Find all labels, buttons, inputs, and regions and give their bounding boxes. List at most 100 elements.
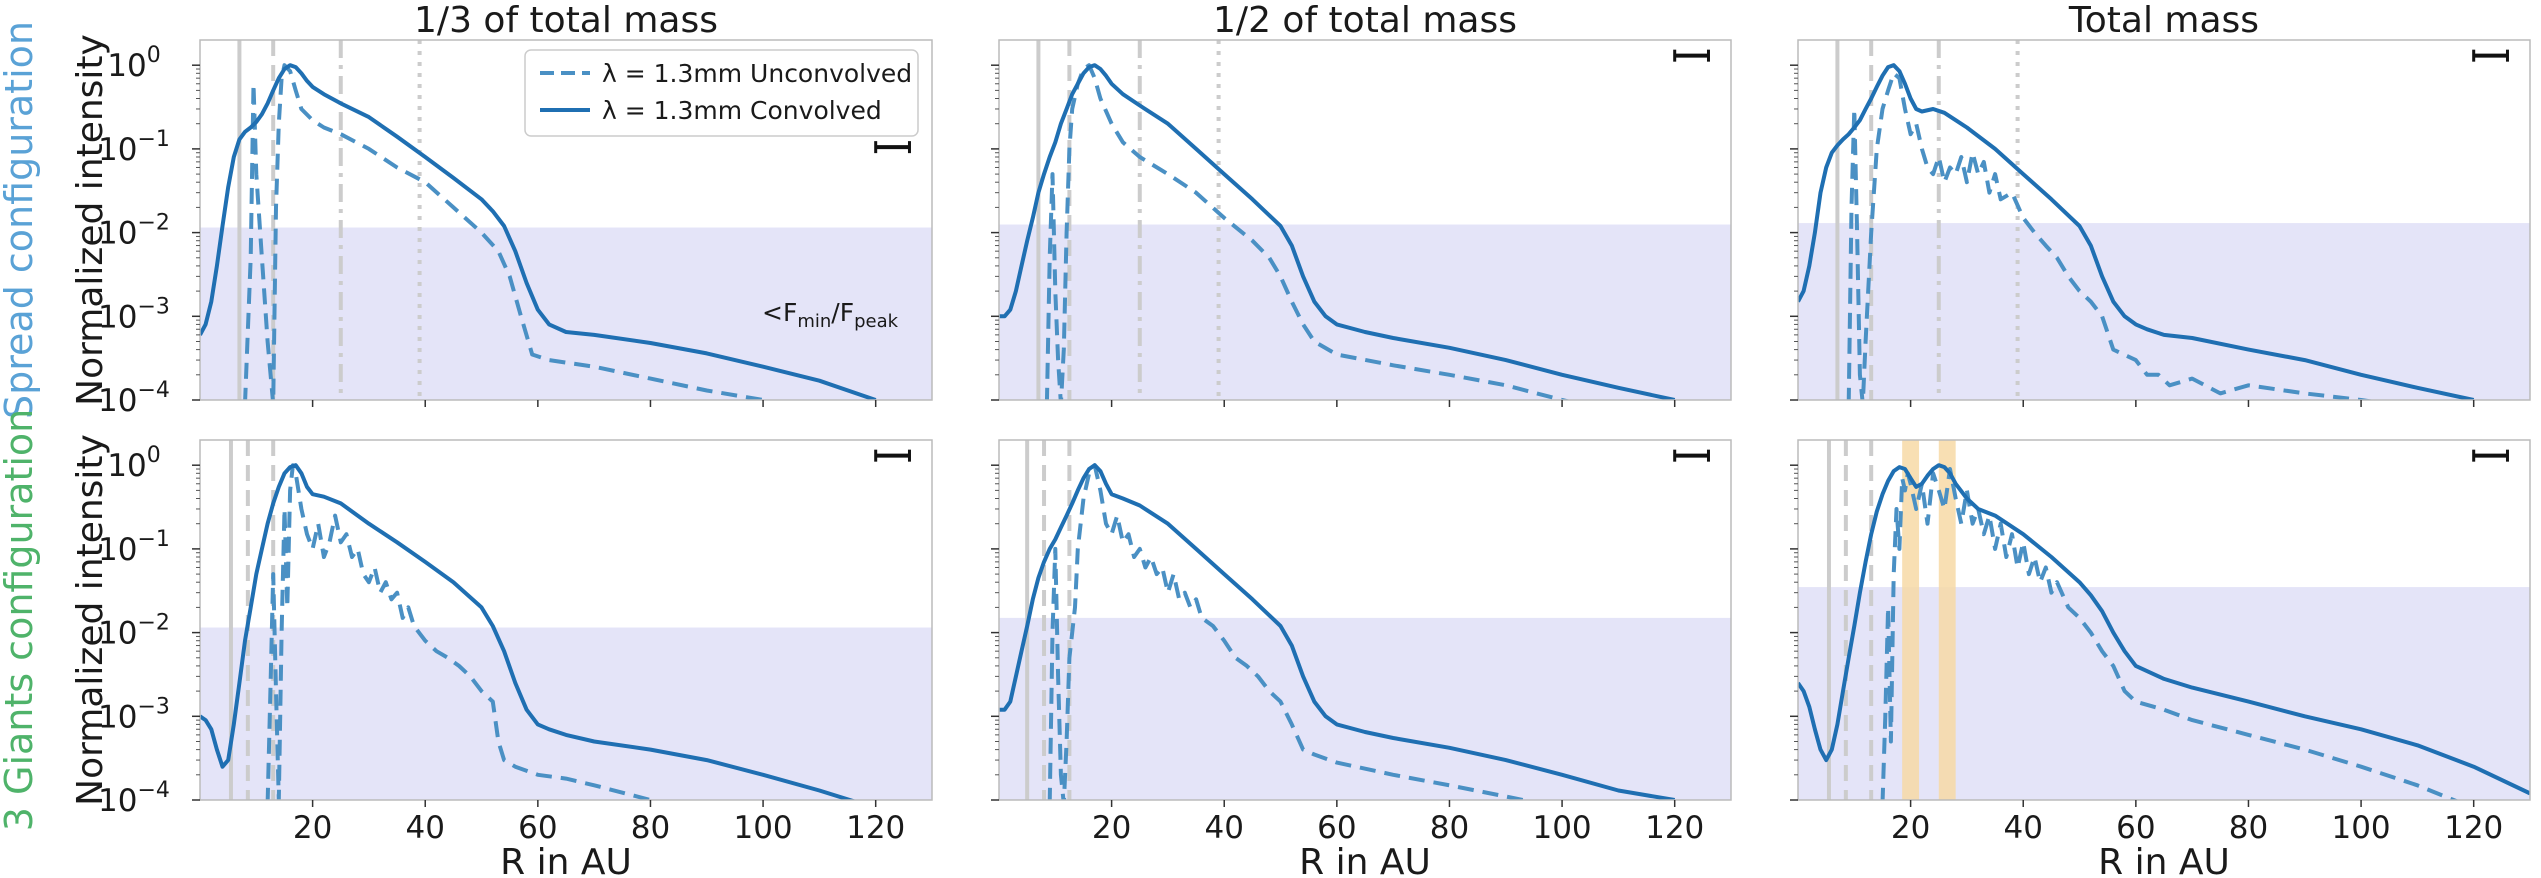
y-axis-label-top: Normalized intensity [70,34,111,406]
panel-2-1-ytick-label--2: 10−2 [98,611,170,652]
panel-1-1-series-convolved [200,63,877,400]
panel-2-1-ytick-label-exp--2: −2 [138,611,170,636]
legend-box [524,49,919,137]
panel-1-1-ytick-label-exp-0: 0 [147,43,161,68]
legend-label-unconvolved: λ = 1.3mm Unconvolved [602,59,912,88]
panel-2-1-ytick-label-base--1: 10 [98,532,137,568]
panel-2-3-gap-band-1 [1902,440,1920,800]
panel-2-2-series-convolved [999,463,1676,800]
panel-1-1-ytick-label-exp--1: −1 [138,127,170,152]
panel-1-1-ytick-label-base--1: 10 [98,132,137,168]
annotation-sub-peak: peak [854,311,899,332]
panel-2-1-xtick-label-80: 80 [631,810,670,846]
panel-2-2-plot-area [999,440,1731,800]
panel-2-1-ytick-label-base--2: 10 [98,616,137,652]
panel-2-3-xtick-label-60: 60 [2116,810,2155,846]
panel-2-1-xtick-label-60: 60 [518,810,557,846]
panel-1-1-frame [199,39,933,401]
panel-2-2-series-unconvolved [1047,463,1533,800]
panel-2-3-gap-band-2 [1938,440,1956,800]
x-axis-label-3: R in AU [2098,842,2230,878]
panel-2-1-ytick-label-base--4: 10 [98,783,137,819]
panel-1-1-plot-area [200,40,932,400]
panel-1-1-ytick-label-exp--2: −2 [138,211,170,236]
column-title-1: 1/3 of total mass [414,0,718,41]
panel-1-3-plot-area [1798,40,2530,400]
panel-1-3-series-convolved [1798,63,2475,400]
panel-1-1-sensitivity-band [200,227,932,400]
panel-2-1-series-unconvolved [265,463,660,800]
panel-1-3-frame [1797,39,2531,401]
panel-2-1-ytick-label-base--3: 10 [98,699,137,735]
panel-1-1-ytick-label-base--2: 10 [98,216,137,252]
panel-2-1-xtick-label-20: 20 [293,810,332,846]
panel-1-2-plot-area [999,40,1731,400]
panel-2-1-ytick-label--3: 10−3 [98,694,170,735]
panel-2-3-xtick-label-120: 120 [2444,810,2503,846]
panel-1-2-sensitivity-band [999,224,1731,400]
panel-1-1-ytick-label--1: 10−1 [98,127,170,168]
panel-2-1-xtick-label-100: 100 [733,810,792,846]
panel-2-3-series-convolved [1798,463,2530,796]
panel-2-3-series-unconvolved [1880,467,2460,800]
panel-2-1-ytick-label--4: 10−4 [98,778,170,819]
row-label-spread: Spread configuration [0,21,41,419]
panel-1-1-ytick-label--4: 10−4 [98,378,170,419]
panel-2-1-ytick-label-base-0: 10 [107,448,146,484]
panel-2-1-ytick-label-exp--3: −3 [138,694,170,719]
panel-2-2-xtick-label-60: 60 [1317,810,1356,846]
panel-2-2-xtick-label-20: 20 [1092,810,1131,846]
panel-1-1-ytick-label-base--4: 10 [98,383,137,419]
panel-2-3-xtick-label-80: 80 [2229,810,2268,846]
panel-2-2-frame [998,439,1732,801]
panel-1-2-series-convolved [999,63,1676,400]
panel-2-1-ytick-label-exp--1: −1 [138,527,170,552]
annotation-mid: /F [831,298,854,327]
panel-1-1-ytick-label-base-0: 10 [107,48,146,84]
panel-2-1-ytick-label-0: 100 [107,443,160,484]
row-label-3-giants: 3 Giants configuration [0,409,41,831]
panel-1-1-ytick-label-0: 100 [107,43,160,84]
panel-1-2-frame [998,39,1732,401]
panel-2-2-sensitivity-band [999,617,1731,800]
panel-2-3-xtick-label-20: 20 [1891,810,1930,846]
panel-1-1-series-unconvolved [243,63,772,400]
panel-2-1-xtick-label-40: 40 [406,810,445,846]
panel-2-3-xtick-label-40: 40 [2004,810,2043,846]
panel-2-1-ytick-label--1: 10−1 [98,527,170,568]
panel-2-1-xtick-label-120: 120 [846,810,905,846]
column-title-2: 1/2 of total mass [1213,0,1517,41]
panel-2-3-plot-area [1798,440,2530,800]
panel-2-1-ytick-label-exp--4: −4 [138,778,170,803]
x-axis-label-2: R in AU [1299,842,1431,878]
panel-2-1-plot-area [200,440,932,800]
panel-1-1-ytick-label--2: 10−2 [98,211,170,252]
legend-label-convolved: λ = 1.3mm Convolved [602,96,882,125]
panel-1-1-ytick-label-exp--3: −3 [138,294,170,319]
sensitivity-annotation: <Fmin/Fpeak [762,298,899,332]
x-axis-label-1: R in AU [500,842,632,878]
panel-1-2-series-unconvolved [1044,63,1571,400]
legend: λ = 1.3mm Unconvolved λ = 1.3mm Convolve… [524,49,919,137]
panel-2-3-frame [1797,439,2531,801]
column-title-3: Total mass [2068,0,2259,41]
panel-2-1-sensitivity-band [200,627,932,800]
panel-2-3-sensitivity-band [1798,587,2530,800]
panel-2-2-xtick-label-100: 100 [1532,810,1591,846]
panel-1-1-ytick-label--3: 10−3 [98,294,170,335]
panel-1-1-ytick-label-base--3: 10 [98,299,137,335]
panel-1-3-sensitivity-band [1798,223,2530,400]
panel-2-2-xtick-label-80: 80 [1430,810,1469,846]
panel-2-1-ytick-label-exp-0: 0 [147,443,161,468]
panel-2-1-frame [199,439,933,801]
panel-2-1-series-convolved [200,463,857,800]
panel-2-3-xtick-label-100: 100 [2331,810,2390,846]
panel-1-1-ytick-label-exp--4: −4 [138,378,170,403]
panel-1-3-series-unconvolved [1846,71,2376,400]
panel-2-2-xtick-label-120: 120 [1645,810,1704,846]
panel-2-2-xtick-label-40: 40 [1205,810,1244,846]
annotation-sub-min: min [797,311,831,332]
y-axis-label-bottom: Normalized intensity [70,434,111,806]
